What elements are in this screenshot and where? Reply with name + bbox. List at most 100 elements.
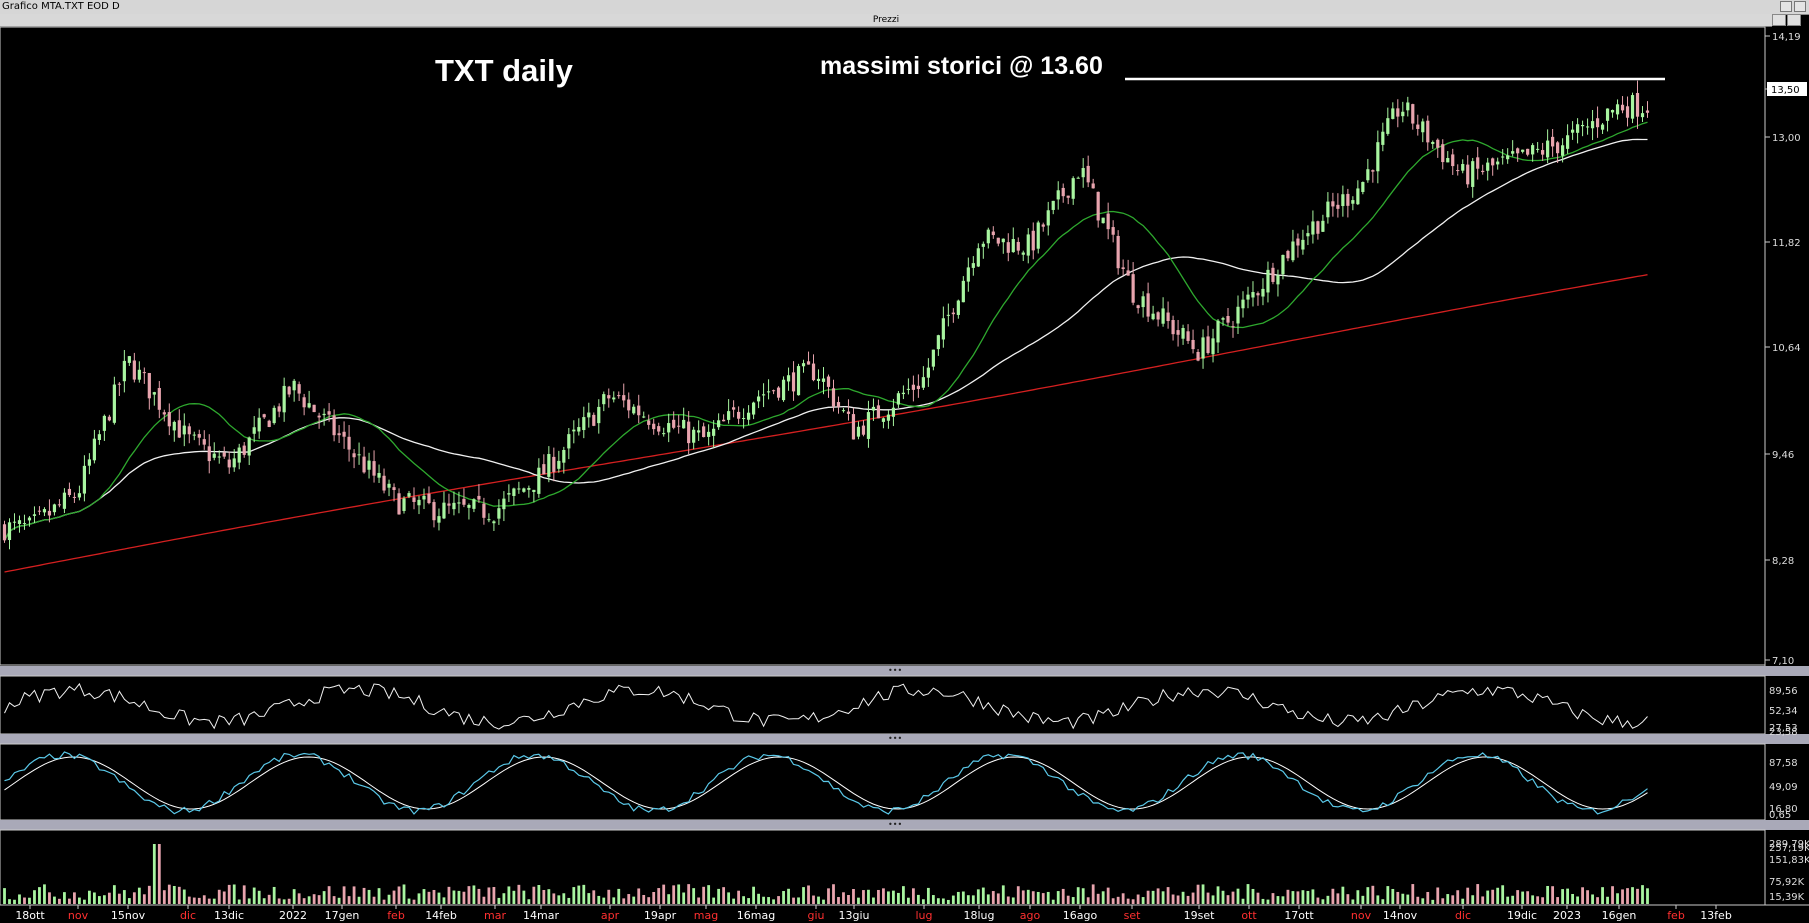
candle-body (1526, 148, 1530, 155)
candle-body (567, 434, 571, 449)
volume-bar (986, 894, 990, 904)
candle-body (187, 426, 191, 435)
close-button[interactable] (1794, 1, 1806, 12)
volume-bar (327, 886, 331, 904)
candle-body (1336, 204, 1340, 209)
volume-bar (996, 893, 1000, 904)
candle-body (622, 395, 626, 401)
volume-bar (347, 896, 351, 904)
candle-body (22, 523, 27, 525)
volume-bar (602, 897, 606, 904)
candle-body (1266, 269, 1270, 293)
price-axis: 14,19 13,50 13,00 11,82 10,64 9,46 8,28 7,10 (1765, 32, 1801, 667)
volume-bar (1506, 896, 1510, 904)
volume-bar (642, 894, 646, 904)
candle-body (562, 449, 566, 463)
volume-bar (911, 888, 915, 904)
volume-tick-label: 75,92K (1769, 877, 1805, 888)
scroll-down-button[interactable] (1787, 14, 1801, 26)
candle-body (1341, 194, 1345, 207)
minimize-button[interactable] (1780, 1, 1792, 12)
scroll-up-button[interactable] (1772, 14, 1786, 26)
volume-bar (707, 885, 711, 904)
volume-bar (232, 884, 236, 904)
candle-body (1590, 121, 1595, 129)
candle-body (1241, 299, 1245, 309)
volume-bar (1386, 886, 1390, 904)
candle-body (1381, 131, 1385, 145)
candle-body (1076, 177, 1080, 179)
date-tick-label: 14feb (425, 909, 457, 922)
candle-body (1171, 320, 1175, 335)
candle-body (692, 429, 696, 443)
candle-body (102, 415, 106, 431)
candle-body (1096, 191, 1100, 221)
volume-bar (961, 891, 965, 904)
volume-bar (452, 890, 456, 904)
volume-bar (1076, 887, 1080, 904)
candle-body (1011, 239, 1015, 253)
candle-body (517, 488, 521, 490)
volume-bar (926, 887, 930, 904)
candle-body (1036, 222, 1040, 249)
candle-body (677, 425, 681, 427)
volume-bar (83, 899, 86, 904)
volume-bar (697, 897, 701, 904)
volume-bar (662, 884, 666, 904)
volume-bar (612, 897, 616, 904)
date-tick-label: ott (1241, 909, 1257, 922)
candle-body (1161, 308, 1165, 324)
candle-body (372, 461, 376, 476)
volume-bar (247, 898, 251, 904)
volume-bar (1256, 892, 1260, 904)
moving-average-long (4, 274, 1648, 573)
candle-body (572, 429, 576, 432)
candle-body (891, 407, 896, 417)
candle-body (801, 363, 806, 367)
volume-bar (1291, 891, 1295, 904)
candle-body (597, 406, 601, 424)
candle-body (1236, 306, 1240, 324)
candle-body (402, 498, 406, 511)
volume-bar (817, 896, 820, 904)
date-tick-label: 18ott (15, 909, 45, 922)
date-tick-label: 13giu (838, 909, 869, 922)
panel-splitter-2[interactable] (0, 734, 1809, 744)
candle-body (1231, 326, 1235, 328)
volume-bar (722, 887, 726, 904)
volume-bar (48, 892, 51, 904)
volume-bar (182, 889, 186, 904)
candle-body (1456, 170, 1460, 172)
volume-bar (1196, 884, 1200, 904)
candle-body (1486, 162, 1490, 171)
candle-body (522, 488, 526, 492)
volume-bar (882, 888, 885, 904)
candle-body (1226, 315, 1230, 323)
volume-bar (1436, 887, 1440, 904)
volume-bar (1056, 891, 1060, 904)
candle-body (127, 356, 131, 363)
candle-body (1436, 139, 1440, 148)
candle-body (1446, 158, 1450, 163)
volume-bar (1176, 895, 1180, 904)
candle-body (1331, 201, 1335, 207)
oscillator-1-tick-label: 23,58 (1769, 727, 1798, 738)
candle-body (936, 335, 940, 350)
moving-average-short (3, 121, 1648, 541)
panel-splitter-3[interactable] (0, 820, 1809, 830)
volume-bar (1591, 894, 1594, 904)
volume-bar (872, 897, 875, 904)
candle-body (97, 434, 101, 440)
candle-body (607, 395, 611, 399)
date-tick-label: feb (1667, 909, 1685, 922)
volume-bar (622, 898, 626, 904)
candle-body (911, 384, 915, 390)
candle-body (1196, 351, 1200, 361)
candle-body (32, 514, 37, 516)
panel-splitter-1[interactable] (0, 666, 1809, 676)
date-tick-label: mag (694, 909, 718, 922)
candle-body (667, 423, 671, 433)
volume-bar (342, 886, 346, 904)
candle-body (42, 509, 47, 513)
